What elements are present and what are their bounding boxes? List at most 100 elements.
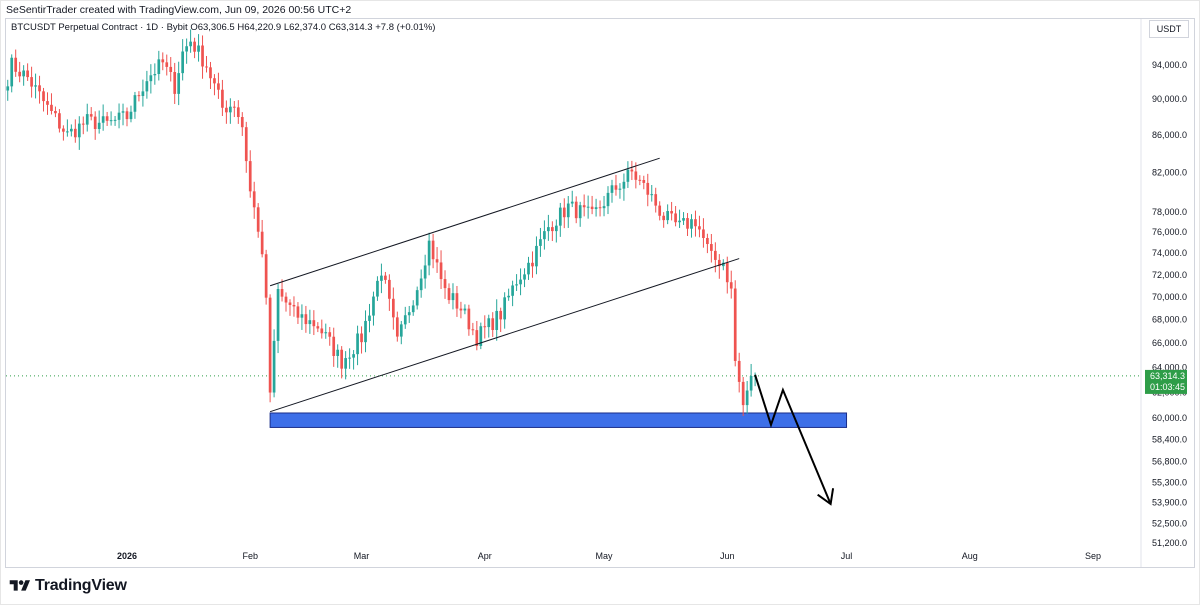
author-credit: SeSentirTrader created with TradingView.…: [6, 4, 352, 16]
candle: [706, 233, 709, 254]
candle-body: [626, 169, 630, 182]
candle: [300, 304, 304, 330]
candle: [388, 274, 391, 311]
candle-body: [690, 219, 693, 229]
candle: [479, 322, 483, 350]
candle: [566, 196, 570, 228]
candle: [161, 52, 165, 71]
candle: [535, 236, 538, 275]
candle-body: [217, 83, 220, 90]
candle-body: [403, 315, 407, 325]
candle-body: [737, 360, 741, 382]
candle: [459, 301, 463, 319]
candle-body: [205, 66, 208, 68]
candle: [574, 196, 578, 224]
candle: [598, 200, 602, 217]
candle-body: [670, 211, 673, 214]
candle: [654, 187, 658, 213]
low-value: L62,374.0: [283, 22, 327, 33]
candle-body: [360, 333, 363, 343]
y-tick-label: 78,000.0: [1152, 207, 1187, 217]
candle-body: [26, 70, 29, 78]
candle: [602, 195, 606, 217]
candle: [66, 119, 69, 137]
x-tick-label: Feb: [242, 551, 258, 561]
candle-body: [388, 279, 391, 299]
candle-body: [622, 181, 626, 189]
candle-body: [745, 390, 749, 406]
close-value: C63,314.3: [328, 22, 373, 33]
candle: [149, 64, 153, 94]
candle: [578, 201, 582, 227]
candle-body: [706, 238, 709, 245]
candle-body: [523, 274, 526, 280]
candle-body: [399, 324, 403, 337]
candle: [694, 210, 697, 237]
candle-body: [499, 310, 503, 320]
candle-body: [109, 120, 113, 122]
candle-body: [717, 259, 721, 267]
candle: [260, 219, 264, 258]
candle-body: [252, 191, 256, 208]
candle-body: [539, 239, 542, 246]
candle: [713, 242, 717, 273]
candle: [284, 292, 288, 312]
candle-body: [244, 127, 248, 162]
candle: [368, 303, 371, 333]
candle: [332, 327, 336, 367]
candle: [217, 72, 220, 99]
candle: [240, 112, 244, 136]
candle: [551, 221, 554, 242]
candle: [364, 310, 367, 353]
candle: [372, 291, 375, 326]
candle-body: [475, 330, 479, 346]
candle-body: [62, 128, 65, 132]
candle: [737, 352, 741, 393]
candle-body: [562, 207, 566, 218]
candle-body: [165, 62, 169, 67]
candle-body: [161, 59, 165, 63]
tradingview-logo[interactable]: TradingView: [9, 577, 127, 595]
candle-body: [443, 279, 447, 289]
candle: [741, 377, 745, 416]
candle-body: [38, 85, 41, 92]
candle: [543, 220, 546, 250]
candle: [73, 119, 77, 143]
candle: [455, 285, 459, 317]
candle: [276, 283, 280, 354]
candle: [352, 350, 355, 370]
candle: [93, 111, 97, 140]
candle: [268, 294, 272, 403]
candle-body: [423, 265, 427, 279]
candle: [702, 218, 705, 248]
candle: [499, 307, 503, 333]
candle: [109, 111, 113, 126]
candle-body: [256, 207, 260, 232]
candle-body: [721, 262, 725, 267]
candle-body: [296, 306, 300, 318]
candle: [69, 124, 73, 137]
candle: [423, 254, 427, 289]
projection-arrowhead: [817, 488, 835, 506]
candle: [97, 110, 101, 134]
candle-body: [725, 262, 729, 283]
candle: [312, 310, 316, 336]
candle: [698, 215, 701, 238]
candle: [411, 300, 415, 316]
candle-body: [181, 51, 185, 74]
candle-body: [686, 218, 689, 229]
candle-body: [344, 358, 347, 369]
currency-selector[interactable]: USDT: [1149, 20, 1189, 38]
chart-pane[interactable]: [5, 18, 1195, 568]
candle-body: [50, 104, 53, 111]
candle: [630, 160, 634, 181]
y-tick-label: 53,900.0: [1152, 498, 1187, 508]
candle: [554, 219, 558, 243]
candle: [77, 116, 81, 150]
candle-body: [197, 45, 200, 52]
candle: [340, 346, 344, 379]
candle: [626, 161, 630, 188]
candle: [185, 38, 188, 64]
candle: [666, 204, 669, 225]
